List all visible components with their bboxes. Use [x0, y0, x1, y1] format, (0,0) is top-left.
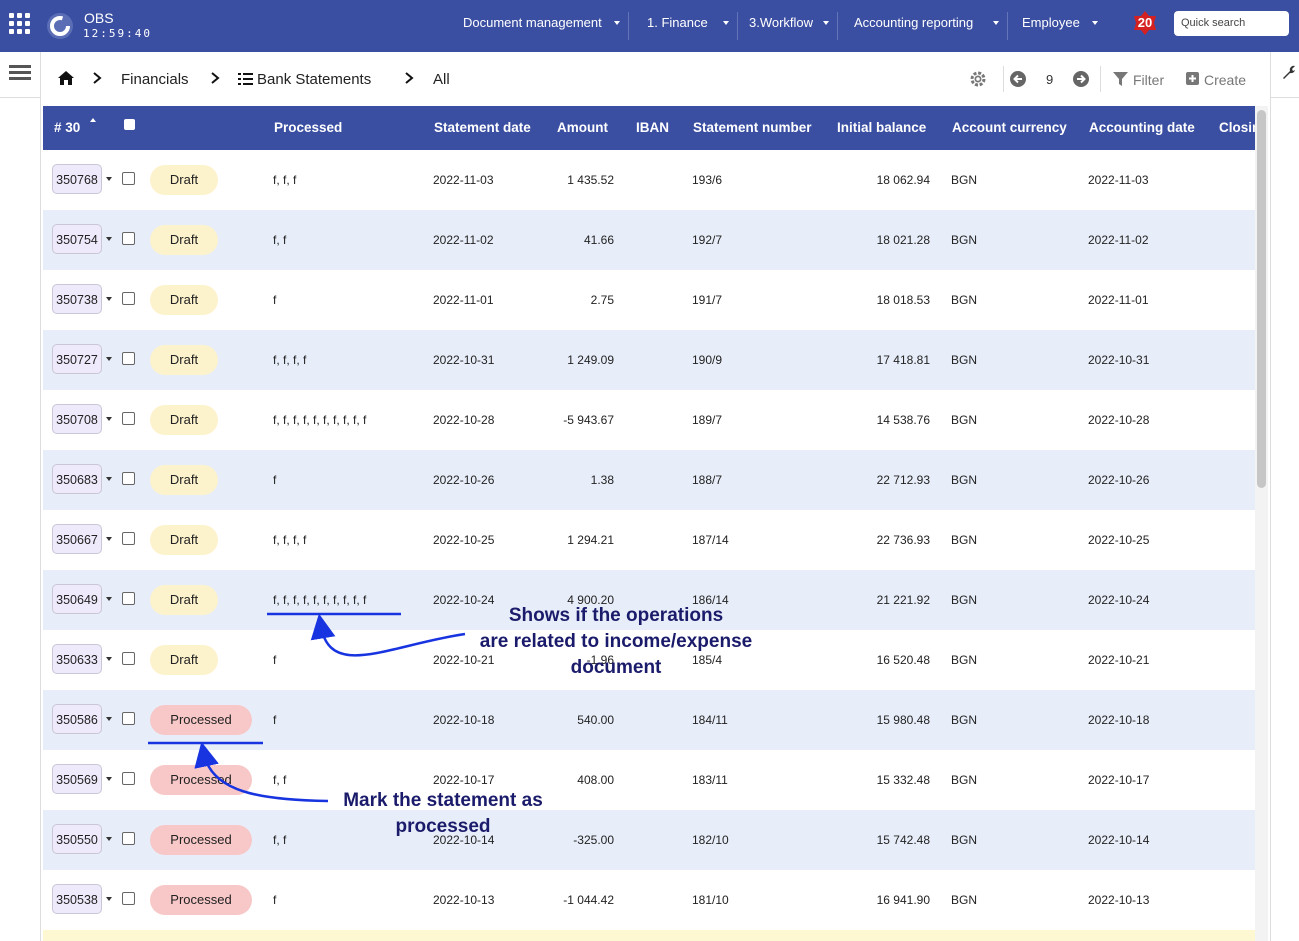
annotation-line: document [446, 655, 786, 681]
annotation: Shows if the operationsare related to in… [446, 603, 786, 681]
annotation-line: processed [313, 814, 573, 840]
annotation-line: are related to income/expense [446, 629, 786, 655]
annotation: Mark the statement asprocessed [313, 788, 573, 840]
annotation-line: Mark the statement as [313, 788, 573, 814]
annotation-line: Shows if the operations [446, 603, 786, 629]
